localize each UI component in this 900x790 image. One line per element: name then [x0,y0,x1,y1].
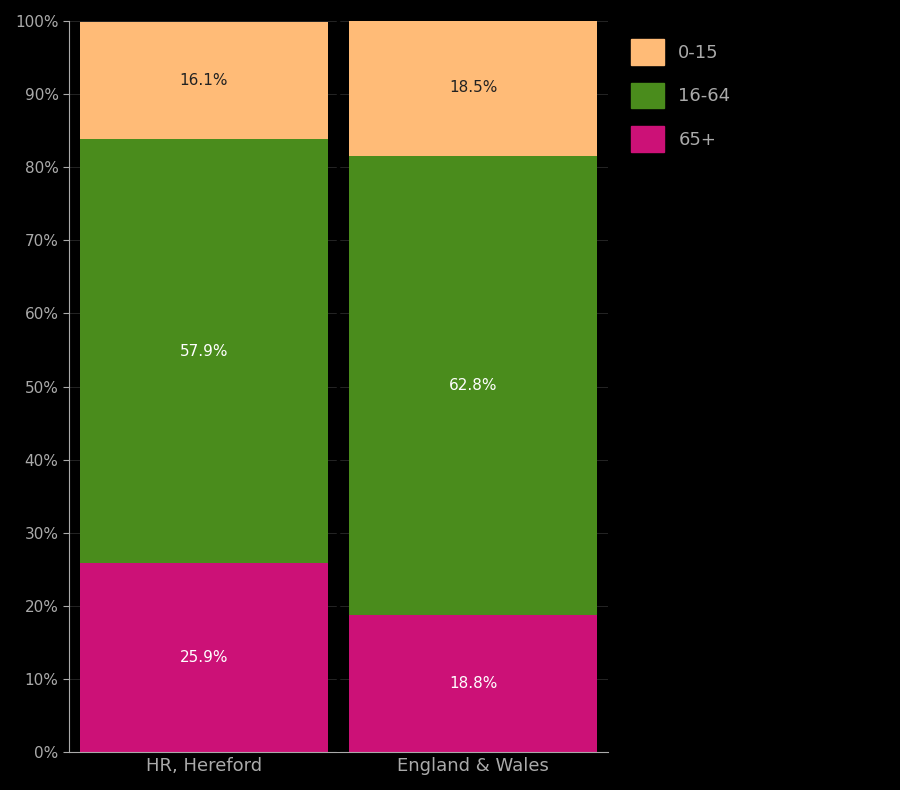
Text: 18.8%: 18.8% [449,676,498,691]
Bar [80,140,328,562]
Bar [80,22,328,140]
Text: 18.5%: 18.5% [449,81,498,96]
Legend: 0-15, 16-64, 65+: 0-15, 16-64, 65+ [622,30,740,161]
Bar [349,21,597,156]
Text: 62.8%: 62.8% [449,378,498,393]
Text: 57.9%: 57.9% [179,344,228,359]
Bar [80,562,328,752]
Bar [349,615,597,752]
Text: 25.9%: 25.9% [179,650,228,665]
Bar [349,156,597,615]
Text: 16.1%: 16.1% [179,73,228,88]
